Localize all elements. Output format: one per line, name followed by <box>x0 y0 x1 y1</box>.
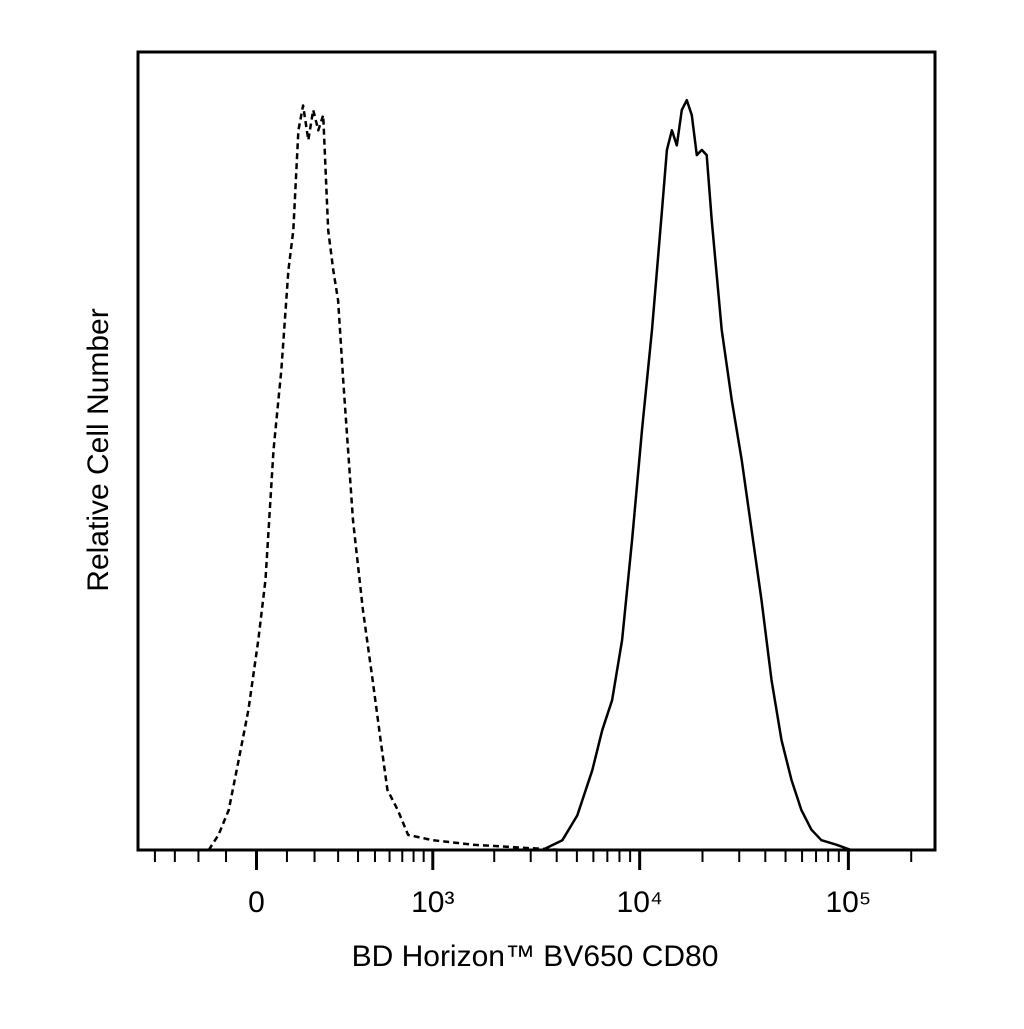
solid-histogram <box>541 98 852 852</box>
x-tick-label: 10⁵ <box>825 886 871 919</box>
dashed-histogram <box>207 104 563 852</box>
x-axis-label: BD Horizon™ BV650 CD80 <box>352 940 719 973</box>
x-tick-label: 10³ <box>411 886 454 919</box>
y-axis-label: Relative Cell Number <box>82 308 115 591</box>
x-tick-label: 0 <box>248 886 265 919</box>
x-tick-label: 10⁴ <box>617 886 663 919</box>
plot-frame <box>136 50 937 852</box>
